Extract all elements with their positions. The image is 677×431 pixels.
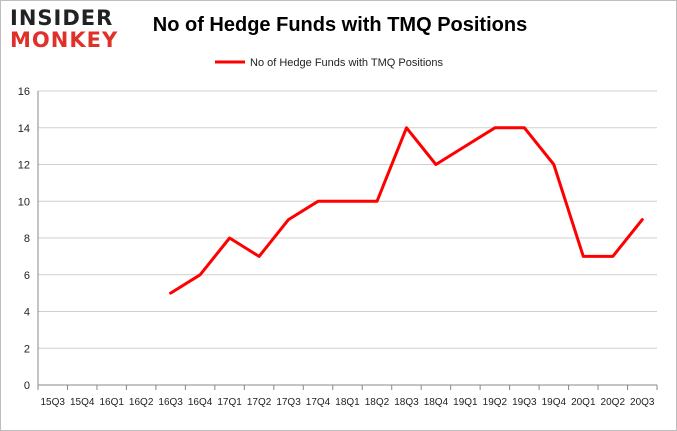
x-tick-label: 19Q3 (512, 397, 537, 408)
x-tick-label: 18Q4 (424, 397, 449, 408)
y-tick-label: 16 (18, 86, 30, 98)
x-tick-label: 19Q1 (453, 397, 478, 408)
series-line-0 (169, 126, 644, 295)
x-axis-ticks: 15Q3 15Q4 16Q1 16Q2 16Q3 16Q4 17Q1 17Q2 17Q3 17Q4… (37, 385, 658, 408)
y-tick-label: 8 (24, 233, 30, 245)
y-tick-label: 4 (24, 307, 30, 319)
x-tick-label: 19Q4 (542, 397, 567, 408)
chart-title: No of Hedge Funds with TMQ Positions (152, 14, 528, 36)
x-tick-label: 16Q3 (158, 397, 183, 408)
x-tick-label: 15Q4 (70, 397, 95, 408)
series-layer (169, 126, 644, 295)
x-tick-label: 16Q2 (129, 397, 154, 408)
x-tick-label: 18Q3 (394, 397, 419, 408)
y-tick-label: 6 (24, 270, 30, 282)
insider-monkey-logo: INSIDER MONKEY (10, 7, 128, 51)
y-tick-label: 14 (18, 123, 30, 135)
x-tick-label: 20Q3 (630, 397, 655, 408)
x-tick-label: 17Q1 (217, 397, 242, 408)
y-tick-label: 2 (24, 343, 30, 355)
x-tick-label: 17Q4 (306, 397, 331, 408)
x-tick-label: 18Q2 (365, 397, 390, 408)
x-tick-label: 20Q1 (571, 397, 596, 408)
x-tick-label: 16Q1 (99, 397, 124, 408)
y-tick-label: 0 (24, 380, 30, 392)
x-tick-label: 17Q3 (276, 397, 301, 408)
grid-lines (37, 90, 657, 386)
x-tick-label: 17Q2 (247, 397, 272, 408)
logo-line-1: INSIDER (10, 6, 114, 30)
legend-label: No of Hedge Funds with TMQ Positions (250, 57, 443, 69)
x-tick-label: 18Q1 (335, 397, 360, 408)
y-tick-label: 10 (18, 196, 30, 208)
y-tick-label: 12 (18, 160, 30, 172)
legend: No of Hedge Funds with TMQ Positions (215, 57, 443, 69)
x-tick-label: 15Q3 (41, 397, 66, 408)
x-tick-label: 19Q2 (483, 397, 508, 408)
x-tick-label: 16Q4 (188, 397, 213, 408)
x-tick-label: 20Q2 (601, 397, 626, 408)
y-axis-ticks: 0 2 4 6 8 10 12 14 16 (18, 86, 30, 392)
logo-line-2: MONKEY (10, 28, 119, 52)
